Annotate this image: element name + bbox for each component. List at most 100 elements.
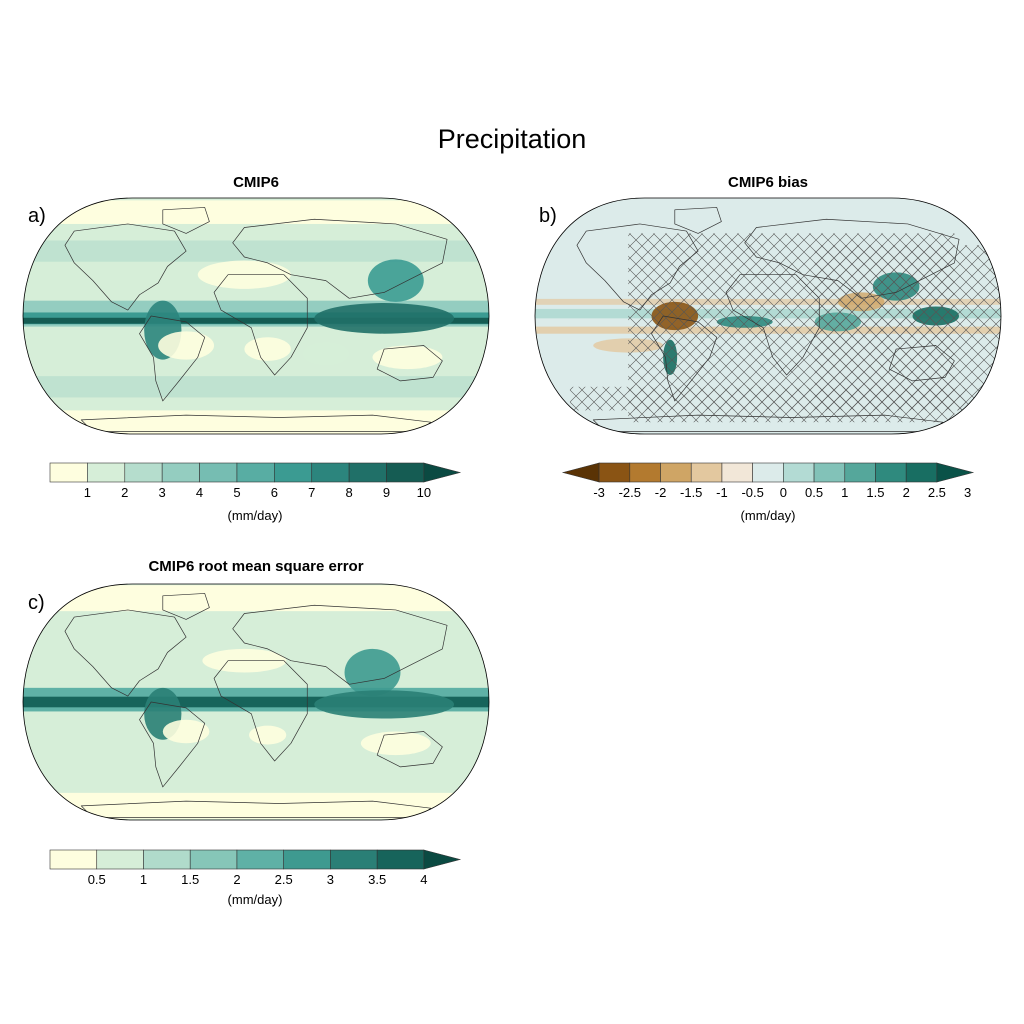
panel-b-title: CMIP6 bias (727, 174, 809, 191)
panel-b-colorbar-tick: -0.5 (741, 485, 764, 500)
panel-c-colorbar-swatch (330, 849, 378, 870)
panel-b-colorbar-tick: -2.5 (618, 485, 641, 500)
panel-a-precip-region (372, 345, 443, 370)
panel-c-map-outline (22, 583, 490, 821)
panel-c-precip-region (360, 731, 431, 756)
panel-c-letter: c) (28, 592, 45, 614)
panel-b-coastline-greenland (674, 207, 722, 234)
panel-b-colorbar-tick: -3 (593, 485, 605, 500)
panel-b-colorbar-tick: 2.5 (927, 485, 946, 500)
panel-c-colorbar-swatch (376, 849, 425, 870)
panel-a-coastline-greenland (162, 207, 210, 234)
panel-c-colorbar-tick: 4 (420, 872, 428, 887)
panel-a-colorbar-tick: 6 (270, 485, 278, 500)
panel-c-coastline-africa (213, 660, 308, 762)
panel-c-coastline-antarctica (80, 800, 432, 818)
panel-c-colorbar-swatch (189, 849, 238, 870)
panel-c-colorbar-swatch (96, 849, 144, 870)
panel-a-units: (mm/day) (227, 508, 283, 523)
panel-c-colorbar-swatch (143, 849, 191, 870)
panel-b-colorbar-tick: -1 (716, 485, 728, 500)
panel-c-colorbar-tick: 1.5 (181, 872, 200, 887)
panel-b-colorbar-tick: -2 (654, 485, 667, 500)
panel-c-colorbar-swatch (283, 849, 331, 870)
panel-a-coastline-europe-asia (232, 218, 448, 299)
panel-c-colorbar-max-arrow (423, 849, 462, 870)
panel-a-precip-region (302, 341, 350, 366)
panel-c-coastline-south-america (139, 701, 206, 788)
panel-a-colorbar-tick: 1 (83, 485, 91, 500)
panel-a-colorbar-tick: 8 (345, 485, 353, 500)
panel-a-coastline-africa (213, 274, 308, 376)
panel-a-coastline-north-america (64, 223, 187, 311)
panel-c-precip-region (249, 725, 287, 745)
panel-a-letter: a) (28, 205, 46, 227)
panel-a-colorbar-tick: 10 (416, 485, 432, 500)
panel-b-colorbar-max-arrow (936, 462, 975, 483)
panel-c-colorbar-tick: 3 (326, 872, 335, 887)
panel-c-coastline-greenland (162, 593, 210, 620)
panel-a-zonal-band (23, 410, 489, 434)
panel-b-letter: b) (539, 205, 557, 227)
panel-c-units: (mm/day) (227, 892, 283, 907)
panel-b-units: (mm/day) (740, 508, 796, 523)
panel-c-colorbar-tick: 0.5 (87, 872, 106, 887)
panel-b-coastline-north-america (576, 223, 699, 311)
panel-c-precip-region (162, 719, 210, 744)
panel-a-precip-region (158, 331, 215, 360)
panel-c-zonal-band (23, 696, 489, 708)
panel-c-colorbar-tick: 2 (233, 872, 241, 887)
panel-b-map-outline (534, 197, 1002, 435)
panel-c-colorbar-tick: 3.5 (368, 872, 387, 887)
panel-a-coastline-antarctica (80, 414, 432, 432)
panel-a-coastline-australia (376, 345, 443, 382)
panel-b-coastline-africa (725, 274, 820, 376)
panel-a-precip-region (314, 303, 455, 334)
panel-c-colorbar-swatch (49, 849, 98, 870)
panel-c-title: CMIP6 root mean square error (148, 558, 364, 575)
panel-a-map-outline (22, 197, 490, 435)
panel-c-colorbar-tick: 2.5 (274, 872, 293, 887)
panel-a-zonal-band (23, 376, 489, 398)
panel-c-precip-region (314, 690, 455, 719)
panel-a-zonal-band (23, 240, 489, 262)
panel-a-colorbar-tick: 7 (308, 485, 316, 500)
panel-b-hatching (569, 386, 967, 411)
panel-b-coastline-south-america (651, 315, 718, 402)
panel-b-colorbar-tick: 3 (963, 485, 972, 500)
panel-b-coastline-antarctica (592, 414, 944, 432)
panel-a-colorbar-max-arrow (423, 462, 462, 483)
panel-a-zonal-band (23, 317, 489, 324)
panel-c-colorbar-swatch (236, 849, 284, 870)
panel-b-colorbar-tick: 0.5 (805, 485, 824, 500)
panel-b-coastline-europe-asia (744, 218, 960, 299)
panel-b-colorbar-tick: 1 (841, 485, 849, 500)
panel-a-colorbar-tick: 5 (233, 485, 241, 500)
panel-a-colorbar-tick: 2 (121, 485, 129, 500)
panel-c-zonal-band (23, 585, 489, 612)
panel-a-colorbar-tick: 3 (158, 485, 166, 500)
panel-a-coastline-south-america (139, 315, 206, 402)
panel-c-coastline-australia (376, 731, 443, 768)
panel-b-coastline-australia (888, 345, 955, 382)
panel-b-colorbar-tick: 1.5 (866, 485, 885, 500)
panel-c-colorbar-tick: 1 (139, 872, 148, 887)
panel-a-colorbar-tick: 9 (382, 485, 391, 500)
panel-c-coastline-north-america (64, 609, 187, 697)
figure-title: Precipitation (437, 124, 587, 154)
panel-b-colorbar-tick: -1.5 (680, 485, 703, 500)
panel-b-hatching (814, 245, 1001, 411)
panel-c-precip-region (344, 648, 401, 697)
panel-b-colorbar-tick: 2 (902, 485, 910, 500)
panel-a-precip-region (367, 259, 424, 302)
panel-a-title: CMIP6 (233, 174, 279, 191)
panel-a-colorbar-tick: 4 (195, 485, 204, 500)
panel-b-colorbar-tick: 0 (779, 485, 787, 500)
panel-a-zonal-band (23, 200, 489, 224)
